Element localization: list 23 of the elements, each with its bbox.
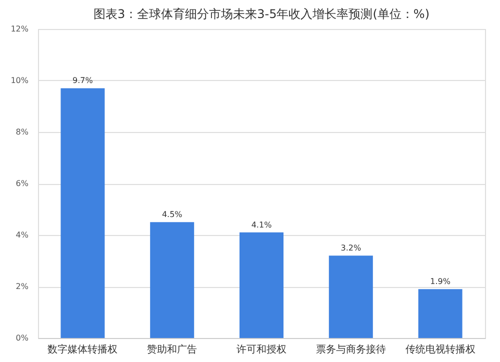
data-label: 1.9% xyxy=(430,277,451,286)
x-tick-label: 许可和授权 xyxy=(236,344,286,356)
data-label: 3.2% xyxy=(340,244,362,253)
x-tick-label: 赞助和广告 xyxy=(147,344,198,356)
bar xyxy=(240,232,284,338)
bar xyxy=(150,222,194,338)
chart-title: 图表3：全球体育细分市场未来3-5年收入增长率预测(单位：%) xyxy=(94,7,430,21)
y-tick-label: 2% xyxy=(16,282,29,291)
y-tick-label: 6% xyxy=(16,179,29,188)
data-label: 4.5% xyxy=(162,210,183,220)
y-tick-label: 12% xyxy=(10,24,29,34)
x-tick-label: 数字媒体转播权 xyxy=(48,344,118,356)
x-tick-label: 传统电视转播权 xyxy=(405,344,476,356)
bar xyxy=(328,256,373,338)
bar xyxy=(60,88,105,338)
y-tick-label: 4% xyxy=(16,230,29,240)
x-tick-label: 票务与商务接待 xyxy=(316,344,386,356)
data-label: 9.7% xyxy=(72,76,94,86)
data-label: 4.1% xyxy=(251,220,272,230)
y-tick-label: 8% xyxy=(16,128,29,136)
bar xyxy=(418,289,462,338)
y-tick-label: 10% xyxy=(10,76,29,85)
y-tick-label: 0% xyxy=(16,334,29,342)
